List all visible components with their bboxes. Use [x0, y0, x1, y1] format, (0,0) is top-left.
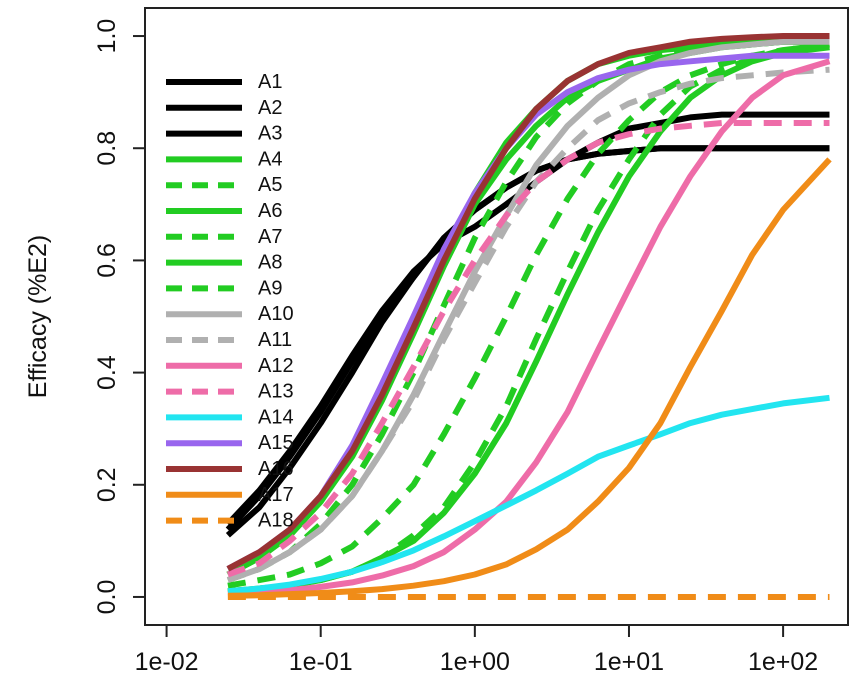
series-line-a3	[225, 145, 830, 538]
legend-label: A13	[258, 381, 294, 403]
legend-label: A11	[258, 329, 292, 351]
legend-entry-a6: A6	[166, 200, 282, 222]
legend-entry-a1: A1	[166, 71, 282, 93]
y-tick-label: 0.8	[93, 131, 121, 166]
plot-area-border	[144, 7, 849, 626]
series-lines	[225, 33, 832, 600]
legend-entry-a17: A17	[166, 484, 294, 506]
legend-label: A2	[258, 97, 282, 119]
legend-label: A16	[258, 458, 294, 480]
series-line-a12	[227, 58, 831, 598]
y-tick-label: 1.0	[93, 19, 121, 54]
y-tick-label: 0.0	[93, 580, 121, 615]
y-tick-label: 0.2	[93, 467, 121, 502]
legend-label: A12	[258, 355, 294, 377]
legend-entry-a4: A4	[166, 148, 282, 170]
series-line-a6	[227, 44, 830, 595]
legend-label: A10	[258, 303, 294, 325]
legend-entry-a14: A14	[166, 406, 294, 428]
legend-entry-a3: A3	[166, 123, 282, 145]
series-line-a11	[226, 66, 830, 583]
x-tick-label: 1e+02	[748, 648, 818, 676]
x-tick-label: 1e+00	[440, 648, 510, 676]
series-line-a14	[227, 394, 830, 595]
legend-entry-a8: A8	[166, 252, 282, 274]
legend-label: A15	[258, 432, 294, 454]
legend-label: A18	[258, 510, 294, 532]
legend-label: A6	[258, 200, 282, 222]
legend-entry-a13: A13	[166, 381, 294, 403]
axes: 1e-02 1e-01 1e+00 1e+01 1e+02 0.0 0.2 0.4 0.6 0.8…	[93, 19, 818, 676]
legend-label: A4	[258, 148, 282, 170]
legend-label: A14	[258, 406, 294, 428]
legend-label: A9	[258, 277, 282, 299]
series-line-a16	[226, 33, 830, 572]
legend-entry-a15: A15	[166, 432, 294, 454]
x-tick-label: 1e-02	[135, 648, 199, 676]
legend-label: A8	[258, 252, 282, 274]
y-tick-label: 0.6	[93, 243, 121, 278]
y-axis-title: Efficacy (%E2)	[24, 235, 52, 398]
series-line-a10	[226, 38, 830, 583]
legend-label: A3	[258, 123, 282, 145]
x-tick-label: 1e-01	[289, 648, 353, 676]
legend-label: A1	[258, 71, 282, 93]
legend-entry-a9: A9	[166, 277, 282, 299]
series-line-a5	[227, 41, 830, 589]
legend: A1 A2 A3 A4 A5 A6 A7 A8 A9 A10 A11 A12 A13 A14 A15 A16 A…	[166, 71, 294, 532]
legend-label: A7	[258, 226, 282, 248]
legend-entry-a2: A2	[166, 97, 282, 119]
series-line-a17	[227, 157, 832, 599]
series-line-a13	[226, 120, 830, 578]
legend-entry-a12: A12	[166, 355, 294, 377]
x-tick-label: 1e+01	[594, 648, 664, 676]
legend-label: A17	[258, 484, 294, 506]
legend-entry-a16: A16	[166, 458, 294, 480]
legend-entry-a7: A7	[166, 226, 282, 248]
legend-label: A5	[258, 174, 282, 196]
legend-entry-a10: A10	[166, 303, 294, 325]
legend-entry-a11: A11	[166, 329, 292, 351]
legend-entry-a18: A18	[166, 510, 294, 532]
legend-entry-a5: A5	[166, 174, 282, 196]
y-tick-label: 0.4	[93, 355, 121, 390]
